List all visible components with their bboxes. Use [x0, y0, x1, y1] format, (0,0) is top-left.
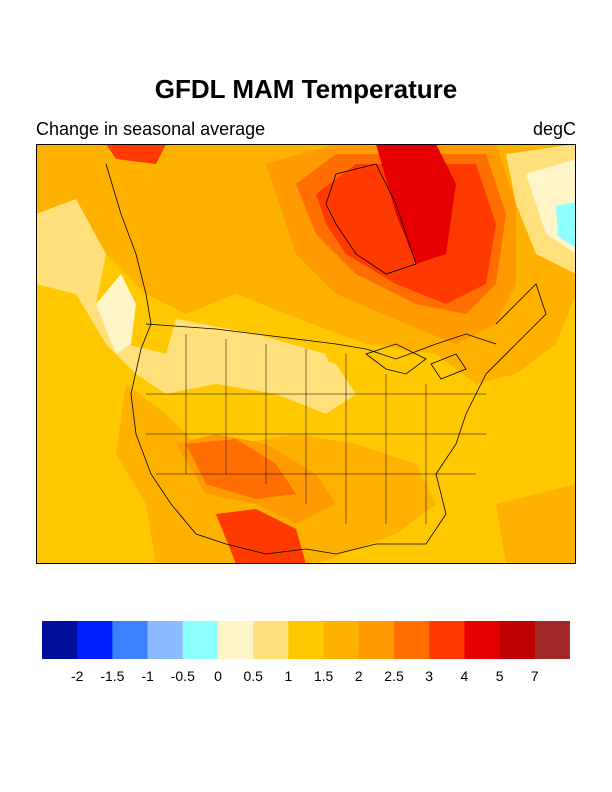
colorbar-swatch [288, 621, 325, 659]
colorbar-tick-label: -0.5 [170, 668, 195, 684]
units-label: degC [532, 119, 576, 139]
colorbar-tick-label: 0.5 [243, 668, 263, 684]
colorbar-swatch [464, 621, 501, 659]
colorbar-swatch [218, 621, 254, 659]
colorbar-swatch [253, 621, 289, 659]
map-subtitle: Change in seasonal average [36, 119, 266, 139]
colorbar-tick-label: 4 [460, 668, 469, 684]
colorbar-tick-label: 3 [425, 668, 434, 684]
great-lakes [365, 343, 467, 380]
band-3-4-arctic [106, 144, 166, 164]
colorbar-swatch [394, 621, 430, 659]
colorbar-tick-label: 2 [354, 668, 363, 684]
band-3-4-texas [216, 509, 306, 564]
colorbar-tick-label: 2.5 [384, 668, 404, 684]
band-0-0.5-pacific [96, 274, 136, 354]
colorbar-swatch [323, 621, 360, 659]
atlantic-coastline [305, 283, 547, 555]
colorbar-tick-label: 7 [530, 668, 539, 684]
colorbar-swatch [358, 621, 395, 659]
canada-us-border [145, 323, 497, 360]
colorbar-swatch [77, 621, 113, 659]
colorbar-swatch [147, 621, 184, 659]
colorbar-tick-label: 0 [214, 668, 222, 684]
colorbar-swatch [42, 621, 78, 659]
colorbar-tick-label: -1 [141, 668, 154, 684]
colorbar [42, 621, 571, 659]
hudson-bay [325, 163, 417, 275]
map-frame [36, 144, 576, 564]
band-2.5-3-southwest [186, 439, 296, 499]
temperature-map [36, 144, 576, 564]
colorbar-swatch [112, 621, 149, 659]
colorbar-swatches [42, 621, 571, 659]
map-canvas [36, 144, 576, 564]
state-borders [146, 334, 486, 524]
colorbar-tick-label: -1.5 [100, 668, 125, 684]
colorbar-swatch [499, 621, 536, 659]
band-0.5-1-plains [166, 319, 336, 399]
map-title: GFDL MAM Temperature [154, 74, 458, 104]
band-neg-labrador [556, 202, 576, 248]
colorbar-swatch [534, 621, 571, 659]
band-1.5-2-east [496, 484, 576, 564]
colorbar-tick-label: -2 [70, 668, 84, 684]
colorbar-swatch [429, 621, 465, 659]
colorbar-tick-label: 1.5 [313, 668, 334, 684]
colorbar-tick-label: 5 [495, 668, 504, 684]
band-4-5-hudson [376, 144, 456, 264]
pacific-coastline [105, 163, 307, 555]
colorbar-swatch [182, 621, 219, 659]
colorbar-tick-label: 1 [284, 668, 293, 684]
